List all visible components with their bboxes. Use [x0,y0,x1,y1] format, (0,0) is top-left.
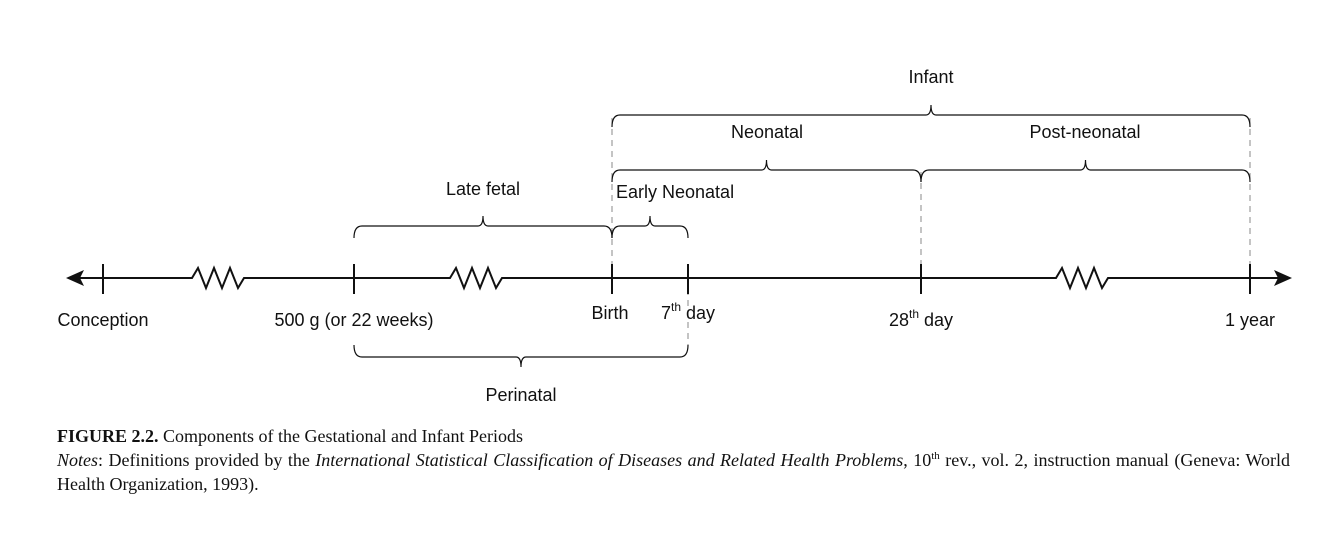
axis [78,265,1280,291]
point-label: Birth [591,303,628,323]
arrow [66,270,84,286]
timeline-diagram: Conception 500 g (or 22 weeks) Birth 7th… [57,67,1292,405]
notes-text: : Definitions provided by the [98,450,316,470]
arrow [1274,270,1292,286]
notes-text: , 10 [903,450,932,470]
brace [353,215,613,239]
period-label: Late fetal [446,179,520,199]
brace [353,344,689,368]
notes-sup: th [931,450,940,462]
period-label: Post-neonatal [1029,122,1140,142]
brace [611,159,922,183]
point-label: 500 g (or 22 weeks) [274,310,433,330]
period-label: Perinatal [485,385,556,405]
figure-title: Components of the Gestational and Infant… [158,426,523,446]
notes-label: Notes [57,450,99,470]
point-label: Conception [57,310,148,330]
point-label: 28th day [889,307,953,330]
point-label: 7th day [661,300,715,323]
figure-label: FIGURE 2.2. [57,426,159,446]
period-label: Neonatal [731,122,803,142]
point-label: 1 year [1225,310,1275,330]
notes-text: rev., vol. 2, instruction manual (Geneva… [57,450,1291,494]
notes-title: International Statistical Classification… [315,450,904,470]
period-label: Infant [908,67,953,87]
brace [920,159,1251,183]
brace [611,215,689,239]
brace [611,104,1251,128]
period-label: Early Neonatal [616,182,734,202]
caption: FIGURE 2.2. Components of the Gestationa… [57,424,1290,496]
